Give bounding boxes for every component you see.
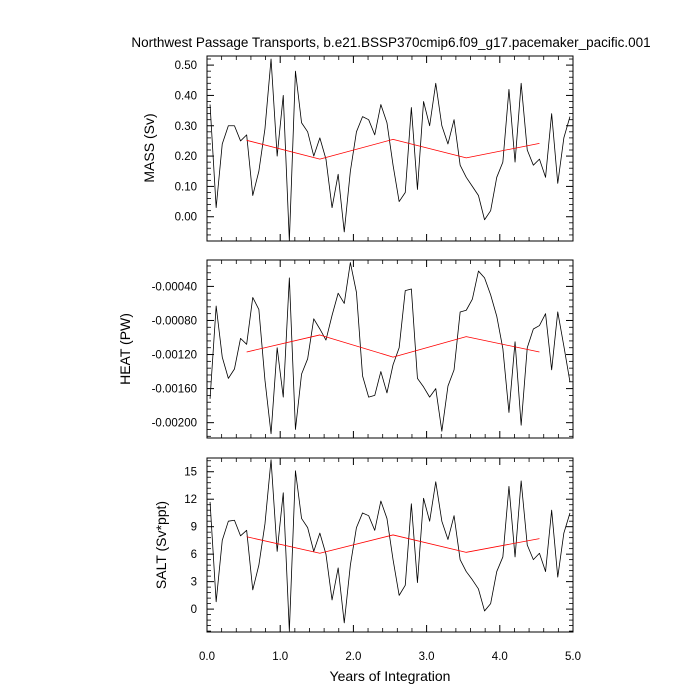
heat-y-tick-label: -0.00080 <box>152 315 197 327</box>
panel-heat-ylabel: HEAT (PW) <box>117 313 133 385</box>
mass-y-tick-label: 0.30 <box>175 121 197 133</box>
salt-series-annual <box>246 534 540 554</box>
heat-y-tick-label: -0.00120 <box>152 350 197 362</box>
heat-y-tick-label: -0.00200 <box>152 418 197 430</box>
x-tick-label: 0.0 <box>199 651 215 663</box>
salt-y-tick-label: 3 <box>191 577 197 589</box>
panel-heat-yticks: -0.00200 -0.00160 -0.00120 -0.00080 -0.00040 <box>152 265 573 437</box>
salt-y-tick-label: 12 <box>184 494 197 506</box>
panel-heat-xticks <box>206 260 574 438</box>
mass-y-tick-label: 0.00 <box>175 212 197 224</box>
x-tick-labels: 0.0 1.0 2.0 3.0 4.0 5.0 <box>199 651 581 663</box>
panel-mass-xticks <box>206 56 574 241</box>
x-axis-label: Years of Integration <box>330 668 451 684</box>
mass-y-tick-label: 0.50 <box>175 60 197 72</box>
x-tick-label: 4.0 <box>492 651 508 663</box>
panel-salt: 0 3 6 9 12 15 SALT (Sv*ppt) <box>153 457 574 633</box>
panel-heat: -0.00200 -0.00160 -0.00120 -0.00080 -0.00040… <box>117 259 574 439</box>
salt-y-tick-label: 9 <box>191 522 197 534</box>
heat-y-tick-label: -0.00040 <box>152 281 197 293</box>
x-tick-label: 2.0 <box>345 651 361 663</box>
panel-salt-yticks: 0 3 6 9 12 15 <box>184 460 573 632</box>
heat-y-tick-label: -0.00160 <box>152 384 197 396</box>
mass-y-tick-label: 0.20 <box>175 151 197 163</box>
panel-heat-lines <box>209 262 571 435</box>
panel-mass-frame <box>206 55 574 242</box>
salt-y-tick-label: 6 <box>191 549 197 561</box>
mass-series-monthly <box>209 58 571 241</box>
salt-series-monthly <box>209 459 571 632</box>
mass-series-annual <box>246 138 540 160</box>
x-tick-label: 5.0 <box>565 651 581 663</box>
x-tick-label: 3.0 <box>419 651 435 663</box>
panel-heat-frame <box>206 259 574 439</box>
panel-mass-lines <box>209 58 571 241</box>
panel-salt-lines <box>209 459 571 632</box>
panel-mass: 0.00 0.10 0.20 0.30 0.40 0.50 MASS (Sv) <box>141 55 574 242</box>
heat-series-annual <box>246 334 540 358</box>
panel-mass-ylabel: MASS (Sv) <box>141 113 157 182</box>
salt-y-tick-label: 0 <box>191 604 197 616</box>
mass-y-tick-label: 0.10 <box>175 181 197 193</box>
heat-series-monthly <box>209 262 571 435</box>
panel-salt-xticks <box>206 458 574 632</box>
panel-salt-ylabel: SALT (Sv*ppt) <box>153 501 169 589</box>
mass-y-tick-label: 0.40 <box>175 90 197 102</box>
panel-salt-frame <box>206 457 574 633</box>
salt-y-tick-label: 15 <box>184 467 197 479</box>
x-tick-label: 1.0 <box>272 651 288 663</box>
chart-title: Northwest Passage Transports, b.e21.BSSP… <box>131 35 650 50</box>
panel-mass-yticks: 0.00 0.10 0.20 0.30 0.40 0.50 <box>175 58 573 242</box>
